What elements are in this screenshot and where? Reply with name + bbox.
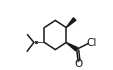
Text: Cl: Cl xyxy=(85,38,96,48)
Polygon shape xyxy=(66,42,77,51)
Polygon shape xyxy=(66,18,75,28)
Text: O: O xyxy=(74,59,82,69)
